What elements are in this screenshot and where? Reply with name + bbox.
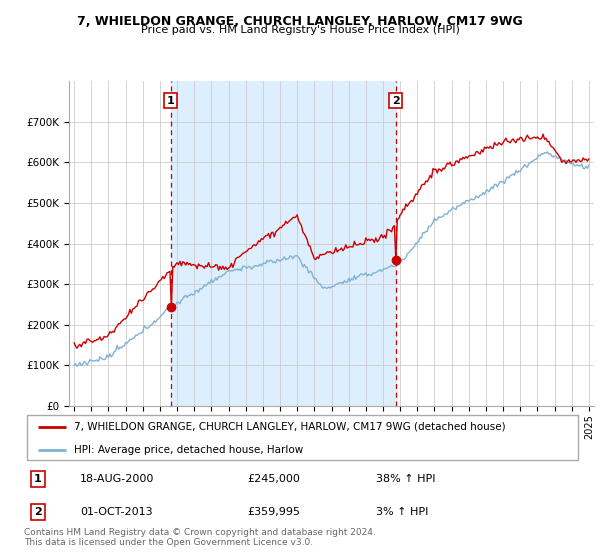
Text: 1: 1: [34, 474, 42, 484]
Text: Price paid vs. HM Land Registry's House Price Index (HPI): Price paid vs. HM Land Registry's House …: [140, 25, 460, 35]
Text: 18-AUG-2000: 18-AUG-2000: [80, 474, 154, 484]
Text: £359,995: £359,995: [247, 507, 300, 517]
Text: Contains HM Land Registry data © Crown copyright and database right 2024.
This d: Contains HM Land Registry data © Crown c…: [24, 528, 376, 547]
Text: 01-OCT-2013: 01-OCT-2013: [80, 507, 152, 517]
Text: 7, WHIELDON GRANGE, CHURCH LANGLEY, HARLOW, CM17 9WG: 7, WHIELDON GRANGE, CHURCH LANGLEY, HARL…: [77, 15, 523, 28]
Text: HPI: Average price, detached house, Harlow: HPI: Average price, detached house, Harl…: [74, 445, 304, 455]
Text: 38% ↑ HPI: 38% ↑ HPI: [376, 474, 435, 484]
Bar: [171, 81, 396, 406]
Text: 7, WHIELDON GRANGE, CHURCH LANGLEY, HARLOW, CM17 9WG (detached house): 7, WHIELDON GRANGE, CHURCH LANGLEY, HARL…: [74, 422, 506, 432]
Text: 2: 2: [34, 507, 42, 517]
FancyBboxPatch shape: [27, 415, 578, 460]
Text: 1: 1: [167, 96, 175, 106]
Text: £245,000: £245,000: [247, 474, 300, 484]
Text: 2: 2: [392, 96, 400, 106]
Text: 3% ↑ HPI: 3% ↑ HPI: [376, 507, 428, 517]
